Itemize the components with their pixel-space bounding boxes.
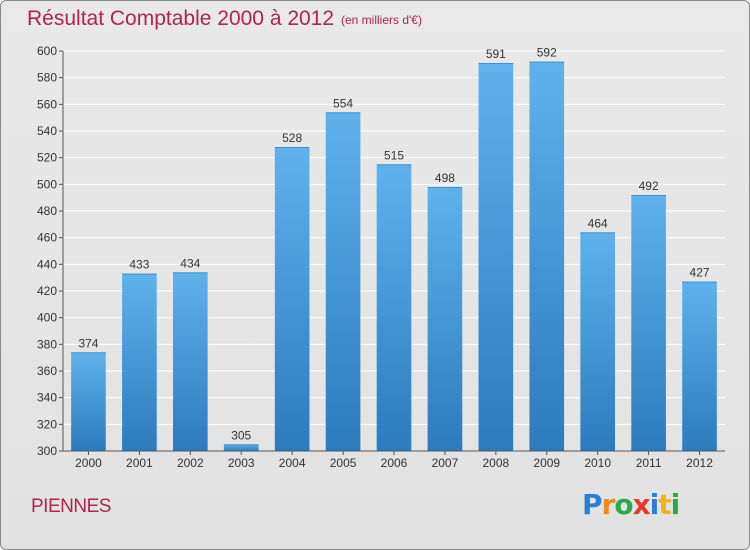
y-tick-label: 560: [37, 97, 57, 111]
y-tick-label: 480: [37, 204, 57, 218]
bar-value-label: 515: [384, 148, 404, 162]
y-tick-label: 500: [37, 177, 57, 191]
y-tick-label: 600: [37, 44, 57, 58]
y-tick-label: 400: [37, 311, 57, 325]
x-tick-label: 2007: [432, 456, 459, 470]
bar-value-label: 305: [231, 428, 251, 442]
bar-value-label: 592: [537, 46, 557, 60]
chart-title: Résultat Comptable 2000 à 2012: [27, 7, 335, 30]
proxiti-logo[interactable]: Proxiti: [582, 488, 681, 521]
bar: [172, 272, 208, 451]
bar: [325, 112, 361, 451]
bar: [223, 444, 259, 451]
bar: [478, 63, 514, 451]
bar: [427, 187, 463, 451]
bar-value-label: 427: [690, 266, 710, 280]
y-tick-label: 380: [37, 337, 57, 351]
bar-value-label: 464: [588, 216, 608, 230]
x-tick-label: 2008: [482, 456, 509, 470]
bar: [682, 281, 717, 451]
y-tick-label: 360: [37, 364, 57, 378]
x-tick-label: 2012: [686, 456, 713, 470]
x-tick-label: 2009: [533, 456, 560, 470]
commune-name: PIENNES: [31, 496, 111, 517]
x-tick-label: 2011: [636, 456, 662, 470]
x-tick-label: 2006: [381, 456, 408, 470]
x-tick-label: 2003: [228, 456, 255, 470]
logo-letter: i: [649, 488, 660, 521]
bar-value-label: 498: [435, 171, 455, 185]
x-tick-label: 2004: [279, 456, 306, 470]
logo-letter: x: [632, 488, 651, 521]
y-tick-label: 540: [37, 124, 57, 138]
logo-letter: P: [582, 488, 603, 521]
bar-value-label: 434: [180, 256, 200, 270]
bar-value-label: 554: [333, 96, 353, 110]
y-tick-label: 440: [37, 257, 57, 271]
logo-letter: o: [614, 488, 633, 521]
x-tick-label: 2010: [584, 456, 611, 470]
bar: [631, 195, 666, 451]
labels: 300 320 340 360 380 400 420 440 460 480 500 520 540 5…: [37, 44, 713, 470]
axes: [59, 50, 725, 455]
bar: [376, 164, 412, 452]
bar-value-label: 433: [129, 258, 149, 272]
y-tick-label: 320: [37, 417, 57, 431]
bar-value-label: 492: [639, 179, 659, 193]
x-tick-label: 2000: [75, 456, 102, 470]
y-tick-label: 300: [37, 444, 57, 458]
chart-subtitle: (en milliers d'€): [341, 13, 422, 27]
bar: [122, 273, 157, 451]
y-tick-label: 420: [37, 284, 57, 298]
bar: [274, 147, 310, 451]
x-tick-label: 2001: [126, 456, 153, 470]
logo-letter: t: [658, 488, 671, 521]
bar: [580, 232, 616, 451]
bars: [71, 61, 717, 452]
y-tick-label: 460: [37, 231, 57, 245]
bar-value-label: 591: [486, 47, 506, 61]
x-tick-label: 2005: [330, 456, 357, 470]
bar-value-label: 374: [78, 336, 98, 350]
y-tick-label: 520: [37, 151, 57, 165]
y-tick-label: 340: [37, 391, 57, 405]
x-tick-label: 2002: [177, 456, 204, 470]
logo-letter: r: [601, 488, 616, 521]
bar: [529, 61, 565, 452]
bar: [71, 352, 106, 451]
bar-value-label: 528: [282, 131, 302, 145]
logo-letter: i: [670, 488, 681, 521]
y-tick-label: 580: [37, 71, 57, 85]
